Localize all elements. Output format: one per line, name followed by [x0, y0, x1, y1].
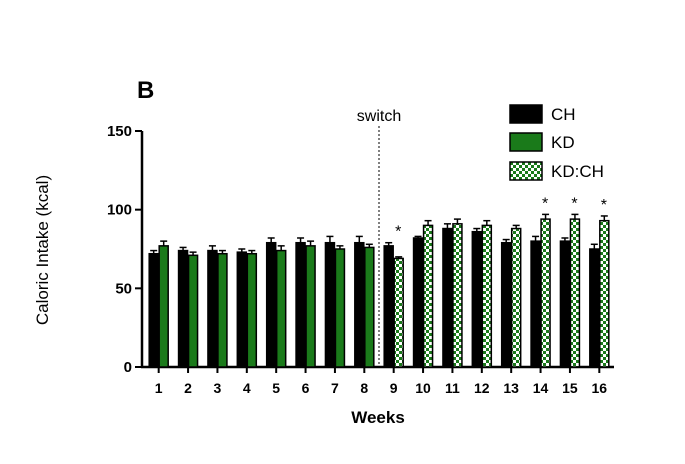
x-tick-label: 9 — [390, 380, 398, 396]
x-tick-label: 5 — [272, 380, 280, 396]
y-tick-label: 0 — [124, 359, 132, 376]
bar-ch — [530, 240, 541, 368]
x-tick-label: 16 — [592, 380, 608, 396]
significance-star: * — [601, 197, 607, 214]
bar-ch — [559, 240, 571, 368]
bar-kd — [158, 245, 169, 368]
bar-ch — [148, 252, 159, 368]
y-tick-label: 50 — [115, 280, 132, 297]
bar-kdch — [393, 257, 404, 368]
x-tick-label: 8 — [360, 380, 368, 396]
bar-ch — [383, 245, 394, 368]
bar-ch — [471, 230, 483, 368]
bar-ch — [236, 251, 248, 368]
bar-kdch — [452, 223, 463, 368]
bar-ch — [295, 241, 306, 368]
bar-kd — [364, 246, 375, 368]
bar-ch — [324, 241, 336, 368]
significance-star: * — [542, 195, 548, 212]
legend-label: KD:CH — [551, 162, 604, 181]
x-tick-label: 7 — [331, 380, 339, 396]
bar-ch — [442, 227, 453, 368]
legend: CH KD KD:CH — [509, 104, 604, 181]
x-tick-label: 12 — [474, 380, 490, 396]
legend-swatch-kd — [509, 132, 543, 152]
switch-label: switch — [357, 108, 401, 125]
bar-kdch — [510, 227, 522, 368]
x-tick-label: 15 — [562, 380, 578, 396]
x-tick-label: 11 — [445, 380, 460, 396]
bar-kdch — [569, 218, 581, 368]
bar-kdch — [599, 219, 610, 368]
bar-ch — [589, 248, 600, 368]
legend-swatch-kdch — [509, 161, 543, 181]
panel-label: B — [137, 77, 154, 104]
y-axis-label: Caloric Intake (kcal) — [33, 175, 52, 325]
bar-ch — [500, 241, 512, 368]
x-tick-label: 2 — [184, 380, 192, 396]
bar-ch — [412, 237, 424, 368]
x-tick-label: 3 — [214, 380, 222, 396]
bar-kdch — [540, 218, 551, 368]
x-tick-label: 4 — [243, 380, 251, 396]
bar-kd — [246, 252, 258, 368]
bar-ch — [265, 241, 277, 368]
bar-kdch — [422, 224, 434, 368]
x-tick-label: 6 — [302, 380, 310, 396]
y-tick-label: 100 — [107, 202, 132, 219]
legend-swatch-ch — [509, 104, 543, 124]
x-tick-label: 10 — [415, 380, 431, 396]
significance-star: * — [571, 195, 577, 212]
x-axis-label: Weeks — [351, 408, 405, 427]
x-tick-label: 13 — [503, 380, 519, 396]
bar-kd — [305, 245, 316, 368]
legend-label: CH — [551, 105, 576, 124]
x-tick-label: 14 — [533, 380, 549, 396]
bar-ch — [177, 249, 189, 368]
legend-label: KD — [551, 133, 575, 152]
x-tick-label: 1 — [155, 380, 163, 396]
significance-star: * — [395, 224, 401, 241]
bar-kd — [187, 254, 199, 368]
bar-kd — [217, 252, 228, 368]
bar-kd — [334, 248, 346, 368]
bar-ch — [354, 241, 365, 368]
y-tick-label: 150 — [107, 123, 132, 140]
bar-ch — [207, 249, 218, 368]
bar-kdch — [481, 224, 493, 368]
bar-kd — [275, 249, 287, 368]
